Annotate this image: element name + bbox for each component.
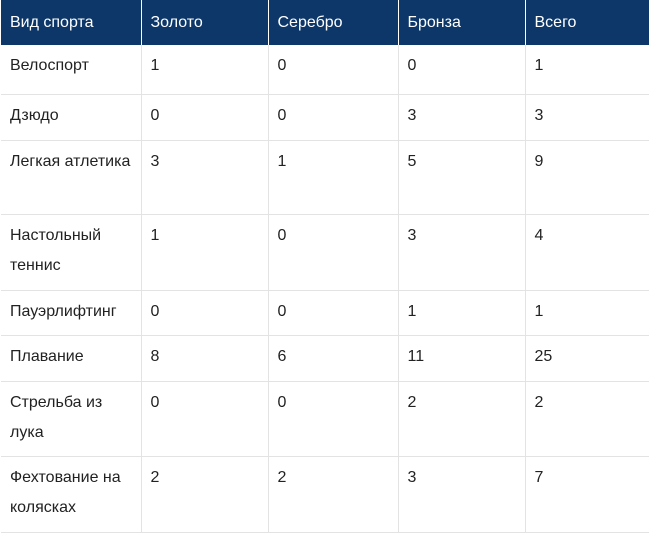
total-count: 7	[534, 468, 544, 486]
total-count: 1	[534, 302, 544, 320]
header-sport: Вид спорта	[1, 0, 141, 45]
cell-sport: Настольный теннис	[1, 214, 141, 291]
cell-gold: 1	[140, 214, 268, 291]
table-row: Настольный теннис 1 0 3 4	[1, 214, 649, 291]
total-count: 1	[534, 57, 544, 74]
silver-count: 6	[277, 347, 287, 365]
table-row: Стрельба из лука 0 0 2 2	[1, 381, 649, 457]
cell-bronze: 1	[397, 290, 525, 336]
cell-total: 7	[524, 456, 649, 533]
cell-silver: 6	[267, 335, 398, 382]
total-count: 2	[534, 393, 544, 411]
total-count: 9	[534, 152, 544, 170]
table-row: Легкая атлетика 3 1 5 9	[1, 140, 649, 215]
cell-silver: 0	[267, 94, 398, 141]
bronze-count: 11	[407, 347, 425, 365]
cell-sport: Пауэрлифтинг	[1, 290, 141, 336]
cell-sport: Стрельба из лука	[1, 381, 141, 457]
cell-total: 4	[524, 214, 649, 291]
table-row: Велоспорт 1 0 0 1	[1, 45, 649, 95]
header-silver: Серебро	[267, 0, 398, 45]
gold-count: 0	[150, 106, 160, 124]
sport-name: Пауэрлифтинг	[10, 302, 117, 320]
gold-count: 3	[150, 152, 160, 170]
cell-silver: 0	[267, 45, 398, 95]
silver-count: 0	[277, 226, 287, 244]
gold-count: 8	[150, 347, 160, 365]
cell-silver: 0	[267, 214, 398, 291]
table-row: Плавание 8 6 11 25	[1, 335, 649, 382]
cell-gold: 0	[140, 290, 268, 336]
cell-sport: Плавание	[1, 335, 141, 382]
sport-name: Легкая атлетика	[10, 152, 131, 170]
gold-count: 2	[150, 468, 160, 486]
table-row: Фехтование на колясках 2 2 3 7	[1, 456, 649, 533]
cell-silver: 2	[267, 456, 398, 533]
gold-count: 0	[150, 393, 160, 411]
gold-count: 0	[150, 302, 160, 320]
silver-count: 1	[277, 152, 287, 170]
cell-silver: 1	[267, 140, 398, 215]
header-gold: Золото	[140, 0, 268, 45]
cell-silver: 0	[267, 381, 398, 457]
bronze-count: 1	[407, 302, 417, 320]
bronze-count: 5	[407, 152, 417, 170]
table-header-row: Вид спорта Золото Серебро Бронза Всего	[1, 0, 649, 45]
cell-silver: 0	[267, 290, 398, 336]
cell-gold: 0	[140, 94, 268, 141]
bronze-count: 3	[407, 226, 417, 244]
cell-total: 25	[524, 335, 649, 382]
silver-count: 2	[277, 468, 287, 486]
gold-count: 1	[150, 226, 160, 244]
cell-gold: 2	[140, 456, 268, 533]
sport-name: Плавание	[10, 347, 84, 365]
gold-count: 1	[150, 57, 160, 74]
cell-total: 1	[524, 45, 649, 95]
sport-name: Велоспорт	[10, 57, 89, 74]
cell-bronze: 0	[397, 45, 525, 95]
cell-sport: Фехтование на колясках	[1, 456, 141, 533]
cell-gold: 8	[140, 335, 268, 382]
header-bronze: Бронза	[397, 0, 525, 45]
cell-bronze: 3	[397, 94, 525, 141]
cell-gold: 1	[140, 45, 268, 95]
bronze-count: 3	[407, 106, 417, 124]
sport-name: Фехтование на колясках	[10, 468, 121, 516]
silver-count: 0	[277, 57, 287, 74]
sport-name: Стрельба из лука	[10, 393, 103, 441]
cell-bronze: 3	[397, 214, 525, 291]
cell-bronze: 5	[397, 140, 525, 215]
sport-name: Настольный теннис	[10, 226, 102, 274]
silver-count: 0	[277, 393, 287, 411]
cell-bronze: 3	[397, 456, 525, 533]
sport-name: Дзюдо	[10, 106, 59, 124]
table-row: Дзюдо 0 0 3 3	[1, 94, 649, 141]
cell-total: 1	[524, 290, 649, 336]
cell-sport: Велоспорт	[1, 45, 141, 95]
table-row: Пауэрлифтинг 0 0 1 1	[1, 290, 649, 336]
cell-gold: 3	[140, 140, 268, 215]
silver-count: 0	[277, 302, 287, 320]
cell-total: 9	[524, 140, 649, 215]
total-count: 25	[534, 347, 553, 365]
cell-sport: Легкая атлетика	[1, 140, 141, 215]
cell-bronze: 11	[397, 335, 525, 382]
total-count: 3	[534, 106, 544, 124]
cell-bronze: 2	[397, 381, 525, 457]
cell-gold: 0	[140, 381, 268, 457]
cell-total: 2	[524, 381, 649, 457]
bronze-count: 3	[407, 468, 417, 486]
cell-total: 3	[524, 94, 649, 141]
silver-count: 0	[277, 106, 287, 124]
bronze-count: 2	[407, 393, 417, 411]
cell-sport: Дзюдо	[1, 94, 141, 141]
bronze-count: 0	[407, 57, 417, 74]
header-total: Всего	[524, 0, 649, 45]
total-count: 4	[534, 226, 544, 244]
